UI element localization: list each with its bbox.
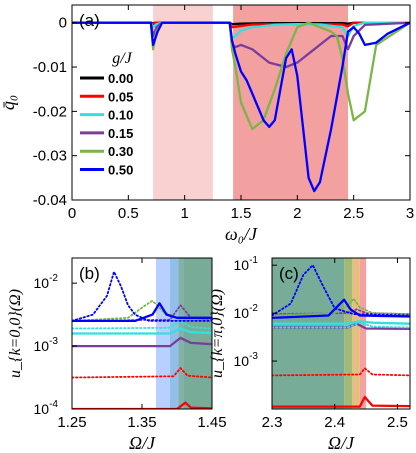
x-axis-label: Ω/J — [328, 433, 355, 453]
x-tick-label: 1 — [180, 205, 188, 222]
plot-area — [72, 5, 410, 200]
y-tick-label: 0 — [59, 15, 67, 32]
plot-area — [272, 258, 410, 409]
x-tick-label: 2 — [293, 205, 301, 222]
legend-label: 0.30 — [108, 144, 133, 159]
x-tick-label: 1.45 — [197, 414, 226, 431]
y-axis-label: u_{k=0,0}(Ω) — [7, 289, 24, 378]
x-tick-label: 0 — [68, 205, 76, 222]
series-line-3 — [72, 21, 410, 69]
shaded-region-1 — [344, 258, 353, 409]
shaded-region-2 — [178, 258, 184, 409]
panel-1: 1.25 1.35 1.45 10-4 10-3 10-2 (b) Ω/J u_{k=0,0}(… — [7, 257, 227, 453]
x-tick-label: 0.5 — [118, 205, 139, 222]
series-line-5 — [272, 321, 410, 329]
legend-label: 0.10 — [108, 108, 133, 123]
y-tick-label: 10-2 — [34, 273, 59, 291]
series-line-1 — [272, 367, 410, 377]
shaded-region-3 — [359, 258, 367, 409]
x-tick-label: 2.5 — [387, 414, 408, 431]
x-tick-label: 2.4 — [324, 414, 345, 431]
y-tick-label: 10-4 — [34, 399, 59, 417]
series-line-2 — [72, 336, 212, 348]
series-line-7 — [272, 264, 410, 317]
series-line-8 — [72, 302, 212, 323]
series-line-4 — [272, 320, 410, 325]
y-axis-label: u_{k=π,0}(Ω) — [209, 289, 226, 378]
legend-label: 0.05 — [108, 89, 133, 104]
y-tick-label: -0.03 — [33, 148, 67, 165]
y-tick-label: -0.01 — [33, 59, 67, 76]
panel-0: 0 0.5 1 1.5 2 2.5 3 0 -0.01 -0.02 -0.03 -0.04 (a) ω₀/… — [0, 4, 414, 244]
x-axis-label: Ω/J — [129, 433, 156, 453]
x-tick-label: 1.25 — [57, 414, 86, 431]
shaded-region-2 — [352, 258, 360, 409]
series-line-8 — [272, 298, 410, 320]
y-tick-label: 10-3 — [234, 351, 259, 369]
x-tick-label: 2.5 — [343, 205, 364, 222]
panel-label: (b) — [79, 264, 100, 283]
y-tick-label: 10-2 — [234, 303, 259, 321]
legend-label: 0.00 — [108, 71, 133, 86]
series-line-5 — [72, 319, 212, 330]
shaded-region-1 — [170, 258, 179, 409]
legend-label: 0.15 — [108, 126, 133, 141]
y-axis-label: q̄₀ — [0, 95, 18, 110]
x-tick-label: 1.35 — [127, 414, 156, 431]
series-line-2 — [72, 21, 410, 40]
x-tick-label: 2.3 — [262, 414, 283, 431]
series-line-1 — [72, 21, 410, 29]
series-line-5 — [72, 21, 410, 193]
series-line-0 — [72, 401, 212, 409]
series-line-4 — [72, 327, 212, 335]
panel-label: (c) — [279, 264, 299, 283]
plot-area — [72, 258, 212, 409]
series-line-0 — [272, 395, 410, 408]
y-tick-label: 10-3 — [34, 336, 59, 354]
y-tick-label: -0.02 — [33, 103, 67, 120]
series-line-6 — [272, 297, 410, 317]
series-line-7 — [72, 270, 212, 322]
legend-title: g/J — [112, 50, 132, 67]
panel-2: 2.3 2.4 2.5 10-3 10-2 10-1 (c) Ω/J u_{k=π,0}(Ω) — [209, 255, 411, 453]
shaded-region-0 — [153, 5, 213, 200]
legend-label: 0.50 — [108, 163, 133, 178]
axes-frame — [271, 257, 411, 410]
y-tick-label: -0.04 — [33, 192, 67, 209]
legend: g/J 0.00 0.05 0.10 0.15 0.30 0.50 — [80, 50, 133, 178]
series-line-1 — [72, 367, 212, 379]
x-tick-label: 3 — [406, 205, 414, 222]
shaded-region-1 — [233, 5, 349, 200]
shaded-region-0 — [272, 258, 345, 409]
panel-label: (a) — [79, 11, 100, 30]
y-tick-label: 10-1 — [234, 255, 259, 273]
x-axis-label: ω₀/J — [225, 224, 258, 244]
x-tick-label: 1.5 — [231, 205, 252, 222]
